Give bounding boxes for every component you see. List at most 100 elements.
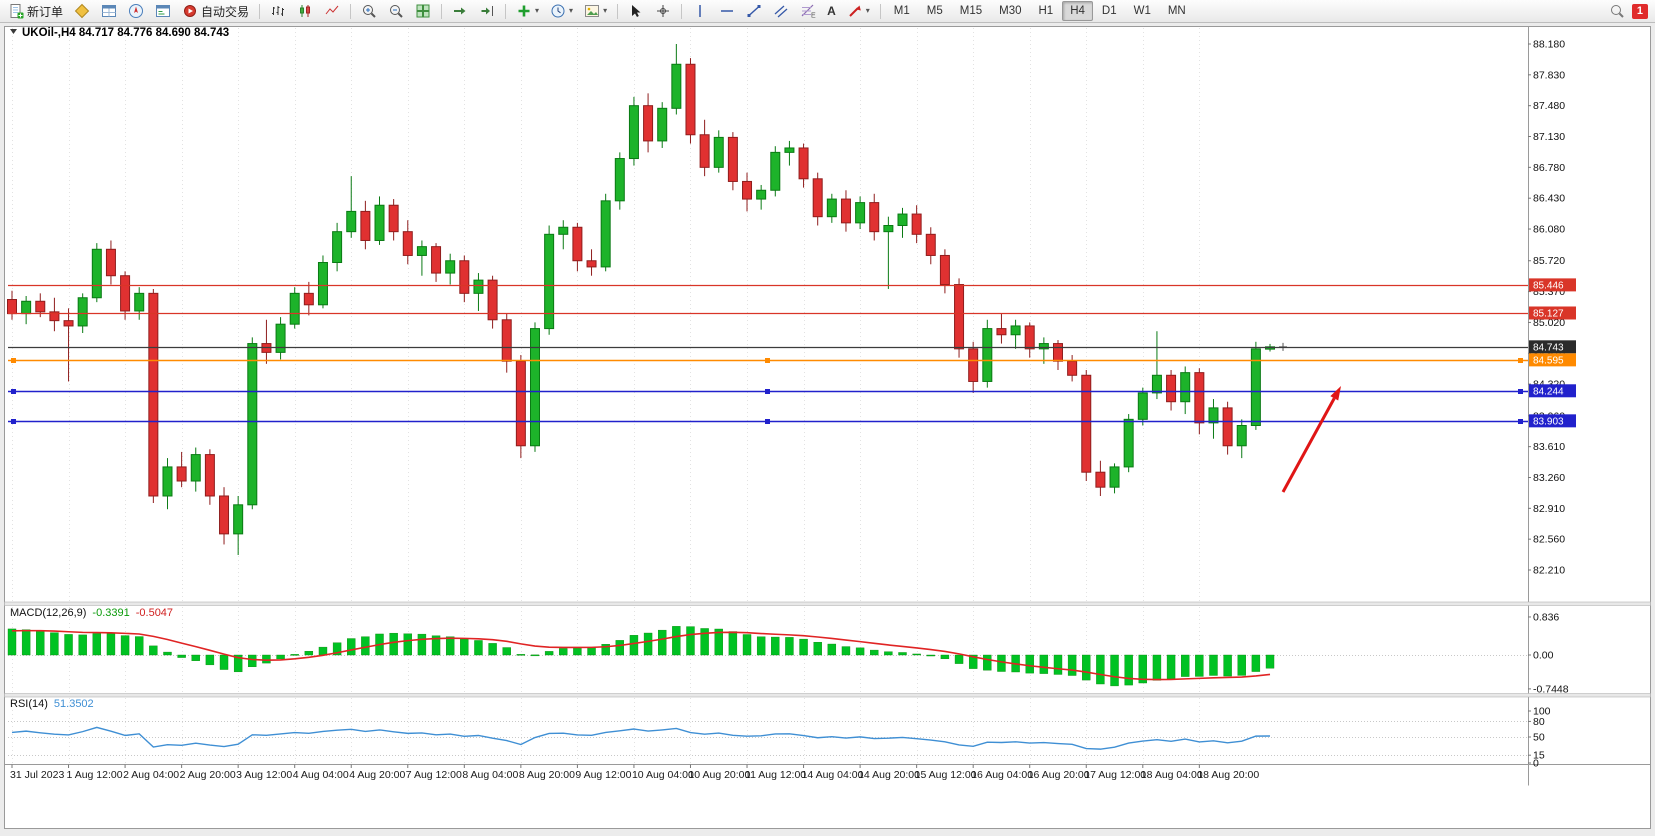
candle xyxy=(515,355,526,459)
macd-scale-label: 0.00 xyxy=(1533,650,1554,662)
macd-histogram-bar xyxy=(248,654,257,668)
time-scale[interactable]: 31 Jul 2023 1 Aug 12:00 2 Aug 04:00 2 Aug 2… xyxy=(10,764,1259,782)
candle xyxy=(713,130,724,173)
timeframe-h1-button[interactable]: H1 xyxy=(1030,1,1061,21)
navigator-button[interactable] xyxy=(123,1,149,21)
candlestick-series xyxy=(7,44,1288,556)
notification-badge[interactable]: 1 xyxy=(1631,3,1648,19)
fibonacci-tool-button[interactable]: E xyxy=(795,1,821,21)
candle xyxy=(1024,322,1035,358)
candlestick-chart-button[interactable] xyxy=(292,1,318,21)
macd-histogram-bar xyxy=(968,654,978,669)
time-axis-label: 16 Aug 04:00 xyxy=(971,769,1033,781)
timeframe-m5-button[interactable]: M5 xyxy=(919,1,951,21)
terminal-button[interactable] xyxy=(150,1,176,21)
macd-histogram-bar xyxy=(163,651,172,656)
trend-arrow-head xyxy=(1330,386,1341,401)
tile-windows-button[interactable] xyxy=(410,1,436,21)
hline-handle[interactable] xyxy=(11,358,16,363)
zoom-out-button[interactable] xyxy=(383,1,409,21)
arrows-tool-button[interactable]: ▾ xyxy=(842,1,875,21)
macd-histogram-bar xyxy=(177,654,186,658)
macd-histogram-bar xyxy=(997,654,1006,672)
candle xyxy=(1038,337,1049,364)
crosshair-button[interactable] xyxy=(650,1,676,21)
vertical-line-tool-button[interactable] xyxy=(687,1,713,21)
time-axis-label: 8 Aug 20:00 xyxy=(519,769,575,781)
price-hline[interactable] xyxy=(8,389,1528,394)
timeframe-h4-button[interactable]: H4 xyxy=(1062,1,1093,21)
channel-tool-button[interactable] xyxy=(768,1,794,21)
hline-handle[interactable] xyxy=(765,358,770,363)
macd-histogram-bar xyxy=(276,654,285,660)
macd-histogram-bar xyxy=(445,636,455,656)
new-order-label: 新订单 xyxy=(27,4,64,19)
horizontal-line-tool-button[interactable] xyxy=(714,1,740,21)
macd-histogram-bar xyxy=(827,643,837,656)
candle xyxy=(671,44,682,115)
market-watch-button[interactable] xyxy=(69,1,95,21)
price-hline[interactable] xyxy=(8,358,1528,363)
price-scale-label: 85.020 xyxy=(1533,317,1565,329)
search-icon[interactable] xyxy=(1609,3,1625,19)
svg-text:85.446: 85.446 xyxy=(1533,280,1564,291)
rsi-scale-label: 100 xyxy=(1533,706,1551,718)
timeframe-w1-button[interactable]: W1 xyxy=(1126,1,1159,21)
chart-shift-button[interactable] xyxy=(474,1,500,21)
cursor-button[interactable] xyxy=(623,1,649,21)
auto-scroll-button[interactable] xyxy=(447,1,473,21)
candle xyxy=(1166,369,1177,411)
macd-histogram-bar xyxy=(332,642,342,656)
macd-histogram-bar xyxy=(502,647,511,656)
trend-arrow-line[interactable] xyxy=(1281,397,1336,493)
price-scale[interactable]: 88.180 87.830 87.480 87.130 86.780 86.430 86.0… xyxy=(1528,39,1565,577)
new-order-button[interactable]: 新订单 xyxy=(3,1,68,21)
timeframe-mn-button[interactable]: MN xyxy=(1160,1,1194,21)
bar-chart-button[interactable] xyxy=(265,1,291,21)
collapse-arrow-icon[interactable] xyxy=(10,29,17,34)
hline-handle[interactable] xyxy=(1518,419,1523,424)
line-chart-button[interactable] xyxy=(319,1,345,21)
hline-handle[interactable] xyxy=(1518,358,1523,363)
candle xyxy=(374,196,385,245)
candle xyxy=(911,205,922,244)
macd-histogram-bar xyxy=(50,632,59,656)
price-hline[interactable] xyxy=(8,419,1528,424)
timeframe-m1-button[interactable]: M1 xyxy=(886,1,918,21)
text-tool-button[interactable]: A xyxy=(822,1,841,21)
macd-histogram-bar xyxy=(686,626,695,656)
hline-handle[interactable] xyxy=(765,419,770,424)
macd-histogram-bar xyxy=(742,634,752,656)
trend-arrow-object[interactable] xyxy=(1281,386,1341,493)
data-window-button[interactable] xyxy=(96,1,122,21)
macd-histogram-bar xyxy=(205,654,215,666)
hline-handle[interactable] xyxy=(11,389,16,394)
candle xyxy=(105,240,116,285)
hline-handle[interactable] xyxy=(765,389,770,394)
timeframe-m30-button[interactable]: M30 xyxy=(991,1,1029,21)
time-axis-label: 4 Aug 04:00 xyxy=(293,769,349,781)
indicators-button[interactable]: ▾ xyxy=(511,1,544,21)
zoom-in-button[interactable] xyxy=(356,1,382,21)
timeframe-d1-button[interactable]: D1 xyxy=(1094,1,1125,21)
toolbar-separator xyxy=(441,3,443,19)
candle xyxy=(63,308,74,382)
candle xyxy=(487,275,498,329)
timeframe-m15-button[interactable]: M15 xyxy=(952,1,990,21)
clock-icon xyxy=(551,4,565,18)
horizontal-line-objects[interactable] xyxy=(8,284,1528,425)
templates-button[interactable]: ▾ xyxy=(579,1,612,21)
macd-histogram-bar xyxy=(64,634,73,656)
autotrading-label: 自动交易 xyxy=(201,4,250,19)
autotrading-button[interactable]: 自动交易 xyxy=(177,1,254,21)
trendline-tool-button[interactable] xyxy=(741,1,767,21)
periods-button[interactable]: ▾ xyxy=(545,1,578,21)
candle xyxy=(529,322,540,452)
svg-text:83.903: 83.903 xyxy=(1533,416,1564,427)
hline-handle[interactable] xyxy=(11,419,16,424)
candle xyxy=(317,255,328,309)
horizontal-line-icon xyxy=(721,10,734,12)
hline-handle[interactable] xyxy=(1518,389,1523,394)
candle xyxy=(855,196,866,230)
